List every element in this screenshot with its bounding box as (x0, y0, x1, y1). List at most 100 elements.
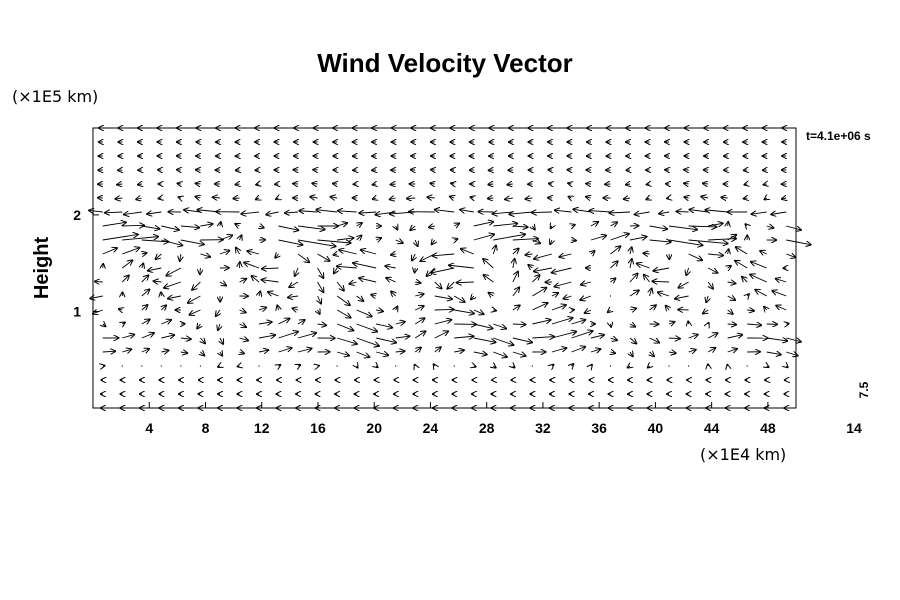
wind-vector (586, 197, 591, 198)
wind-vector (513, 259, 515, 269)
x-tick-label: 36 (591, 420, 607, 436)
wind-vector (684, 183, 689, 184)
wind-vector (258, 350, 268, 352)
wind-vector (386, 278, 396, 282)
wind-vector (608, 310, 611, 312)
wind-vector (200, 267, 201, 274)
wind-vector (391, 184, 396, 185)
wind-vector (457, 282, 474, 283)
wind-vector (532, 337, 554, 338)
wind-vector (337, 238, 353, 240)
wind-vector (142, 264, 143, 268)
wind-vector (338, 211, 357, 212)
wind-vector (764, 184, 767, 185)
wind-vector (509, 212, 533, 214)
wind-vector (434, 364, 435, 366)
wind-vector (275, 254, 278, 258)
wind-vector (336, 323, 353, 330)
wind-vector (434, 320, 452, 325)
wind-vector (512, 272, 518, 283)
wind-vector (220, 337, 223, 344)
wind-vector (512, 287, 519, 297)
vector-dot (687, 365, 690, 367)
wind-vector (331, 197, 338, 198)
wind-vector (178, 183, 181, 184)
wind-vector (395, 351, 405, 352)
wind-vector (310, 197, 318, 198)
wind-vector (551, 293, 558, 296)
wind-vector (141, 305, 148, 310)
wind-vector (434, 281, 442, 288)
wind-vector (766, 338, 787, 341)
wind-vector (563, 296, 572, 299)
wind-vector (747, 324, 761, 325)
x-tick-label: 12 (254, 420, 270, 436)
wind-vector (629, 290, 639, 297)
wind-vector (141, 319, 150, 324)
plot-frame (92, 127, 797, 409)
wind-vector (180, 352, 187, 353)
wind-vector (396, 307, 398, 310)
wind-vector (512, 249, 519, 255)
wind-vector (652, 281, 670, 282)
wind-vector (571, 225, 574, 226)
wind-vector (644, 275, 650, 283)
wind-vector (117, 184, 122, 185)
wind-vector (750, 275, 767, 283)
wind-vector (581, 282, 592, 285)
wind-vector (292, 308, 299, 310)
wind-vector (166, 267, 182, 276)
wind-vector (630, 324, 635, 327)
wind-vector (532, 226, 534, 229)
wind-vector (727, 324, 736, 325)
wind-vector (590, 222, 598, 226)
wind-vector (119, 309, 122, 310)
wind-vector (262, 280, 279, 282)
wind-vector (624, 198, 631, 199)
wind-vector (688, 239, 728, 244)
wind-vector (197, 324, 200, 328)
x-tick-label: 32 (535, 420, 551, 436)
wind-vector (532, 320, 550, 325)
wind-vector (727, 235, 737, 241)
wind-vector (745, 224, 747, 226)
wind-vector (772, 291, 787, 297)
wind-vector (534, 268, 552, 271)
wind-vector (239, 338, 248, 340)
wind-vector (461, 249, 474, 255)
wind-vector (312, 183, 318, 184)
wind-vector (525, 198, 533, 199)
wind-vector (649, 337, 660, 343)
wind-vector (686, 267, 688, 275)
wind-vector (244, 263, 260, 269)
wind-vector (297, 320, 305, 324)
wind-vector (532, 212, 552, 213)
wind-vector (559, 254, 572, 257)
wind-vector (668, 352, 676, 353)
wind-vector (102, 222, 126, 227)
wind-vector (200, 224, 212, 226)
wind-vector (668, 239, 702, 245)
wind-vector (708, 223, 723, 226)
wind-vector (415, 282, 420, 283)
wind-vector (90, 296, 103, 299)
wind-vector (728, 310, 733, 314)
wind-vector (551, 305, 566, 311)
wind-vector (727, 335, 742, 338)
wind-vector (161, 335, 174, 338)
wind-vector (218, 366, 220, 367)
wind-vector (161, 225, 178, 230)
wind-vector (258, 335, 275, 338)
y-tick-label: 1 (73, 303, 81, 319)
wind-vector (376, 323, 392, 328)
wind-vector (786, 225, 801, 230)
wind-vector (430, 183, 434, 184)
wind-vector (288, 296, 299, 297)
wind-vector (258, 308, 266, 310)
wind-vector (356, 309, 372, 316)
wind-vector (649, 305, 656, 310)
wind-vector (179, 197, 181, 198)
wind-vector (168, 296, 181, 299)
wind-vector (318, 295, 321, 304)
